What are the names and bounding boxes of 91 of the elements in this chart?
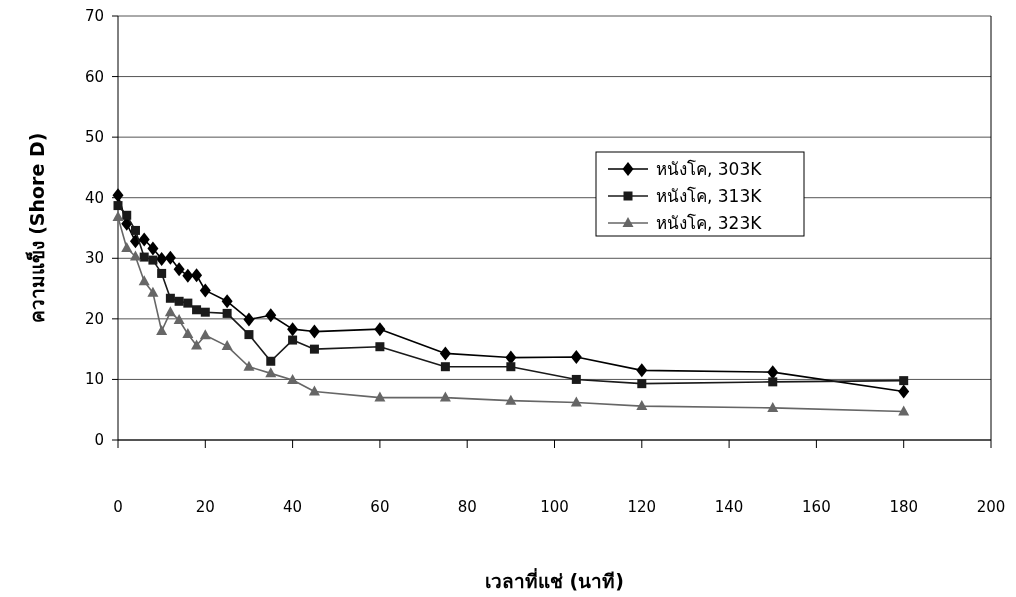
point bbox=[164, 250, 176, 265]
point bbox=[129, 250, 141, 261]
x-tick-label: 160 bbox=[802, 498, 831, 516]
point bbox=[439, 391, 451, 402]
point bbox=[243, 360, 255, 371]
point bbox=[182, 268, 194, 283]
point bbox=[374, 322, 386, 337]
point bbox=[636, 363, 648, 378]
point bbox=[308, 385, 320, 396]
point bbox=[266, 356, 276, 366]
point bbox=[222, 308, 232, 318]
point bbox=[570, 396, 582, 407]
point bbox=[122, 210, 132, 220]
y-tick-label: 0 bbox=[94, 431, 104, 449]
y-axis-title: ความแข็ง (Shore D) bbox=[25, 132, 48, 324]
point bbox=[138, 232, 150, 247]
point bbox=[767, 401, 779, 412]
point bbox=[571, 374, 581, 384]
point bbox=[506, 362, 516, 372]
point bbox=[505, 394, 517, 405]
point bbox=[157, 268, 167, 278]
point bbox=[200, 307, 210, 317]
point bbox=[287, 374, 299, 385]
point bbox=[505, 350, 517, 365]
point bbox=[138, 275, 150, 286]
point bbox=[636, 400, 648, 411]
point bbox=[375, 342, 385, 352]
x-tick-label: 120 bbox=[627, 498, 657, 516]
point bbox=[147, 241, 159, 256]
point bbox=[199, 283, 211, 298]
point bbox=[191, 339, 203, 350]
point bbox=[243, 312, 255, 327]
legend-label: หนังโค, 323K bbox=[656, 213, 763, 233]
point bbox=[637, 379, 647, 389]
point bbox=[183, 298, 193, 308]
x-tick-label: 60 bbox=[370, 498, 390, 516]
legend-label: หนังโค, 313K bbox=[656, 186, 763, 206]
point bbox=[439, 346, 451, 361]
x-tick-label: 20 bbox=[195, 498, 215, 516]
x-tick-label: 100 bbox=[540, 498, 569, 516]
point bbox=[899, 376, 909, 386]
point bbox=[287, 322, 299, 337]
point bbox=[192, 305, 202, 315]
x-tick-label: 80 bbox=[457, 498, 477, 516]
point bbox=[112, 211, 124, 222]
point bbox=[112, 188, 124, 203]
point bbox=[199, 329, 211, 340]
point bbox=[148, 255, 158, 265]
y-tick-label: 70 bbox=[84, 7, 104, 25]
y-tick-label: 30 bbox=[84, 249, 104, 268]
x-tick-label: 180 bbox=[889, 498, 919, 516]
point bbox=[121, 241, 133, 252]
point bbox=[191, 268, 203, 283]
x-tick-label: 140 bbox=[714, 498, 744, 516]
point bbox=[174, 296, 184, 306]
point bbox=[244, 330, 254, 340]
x-axis-title: เวลาที่แช่ (นาที) bbox=[485, 568, 624, 592]
point bbox=[221, 294, 233, 309]
point bbox=[265, 367, 277, 378]
point bbox=[113, 201, 123, 211]
point bbox=[898, 405, 910, 416]
point bbox=[265, 308, 277, 323]
point bbox=[156, 324, 168, 335]
point bbox=[130, 225, 140, 235]
point bbox=[570, 350, 582, 365]
x-tick-label: 200 bbox=[976, 498, 1006, 516]
point bbox=[308, 324, 320, 339]
y-tick-label: 60 bbox=[84, 67, 104, 86]
point bbox=[156, 251, 168, 266]
y-tick-label: 50 bbox=[84, 128, 104, 147]
x-tick-label: 40 bbox=[283, 498, 303, 516]
y-tick-label: 40 bbox=[84, 188, 104, 207]
y-tick-label: 20 bbox=[84, 309, 104, 328]
point bbox=[164, 306, 176, 317]
point bbox=[309, 344, 319, 354]
point bbox=[182, 328, 194, 338]
y-tick-label: 10 bbox=[84, 370, 104, 389]
point bbox=[221, 340, 233, 351]
point bbox=[767, 365, 779, 380]
point bbox=[768, 377, 778, 387]
x-tick-label: 0 bbox=[113, 498, 123, 516]
point bbox=[173, 262, 185, 277]
point bbox=[288, 335, 298, 345]
legend-label: หนังโค, 303K bbox=[656, 159, 763, 179]
point bbox=[898, 384, 910, 399]
point bbox=[165, 293, 175, 303]
point bbox=[139, 252, 149, 262]
point bbox=[440, 362, 450, 372]
point bbox=[173, 314, 185, 325]
point bbox=[374, 391, 386, 402]
point bbox=[147, 286, 159, 297]
